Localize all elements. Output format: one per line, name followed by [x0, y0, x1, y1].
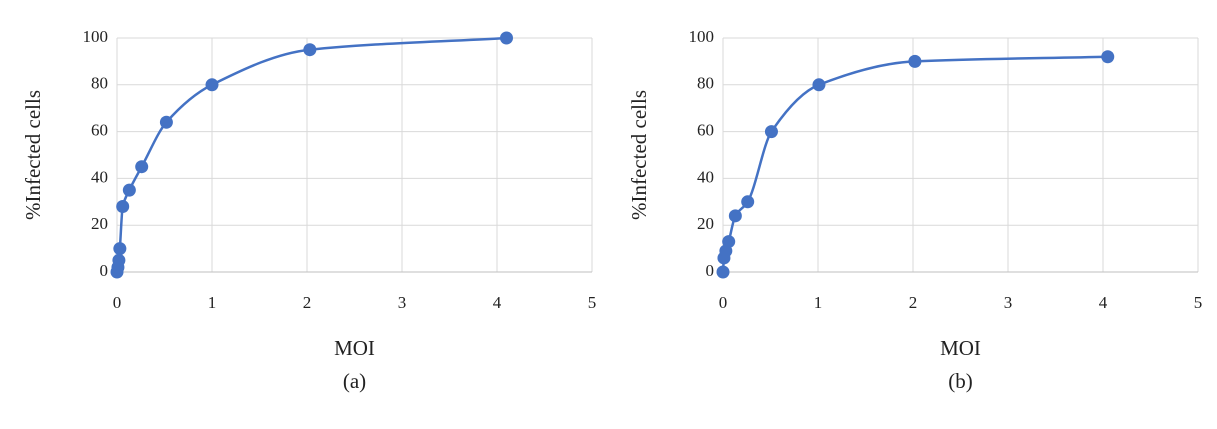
data-point	[113, 242, 127, 256]
data-point	[159, 115, 173, 129]
data-point	[303, 43, 317, 57]
data-point	[1101, 50, 1115, 64]
y-tick-label: 100	[689, 27, 715, 46]
y-tick-label: 60	[91, 121, 108, 140]
x-tick-label: 3	[1004, 293, 1013, 312]
caption: (a)	[343, 369, 366, 393]
y-tick-label: 40	[91, 167, 108, 186]
x-tick-label: 1	[814, 293, 823, 312]
y-tick-label: 0	[100, 261, 109, 280]
data-point	[122, 183, 136, 197]
data-point	[764, 125, 778, 139]
x-tick-label: 5	[588, 293, 597, 312]
x-tick-label: 4	[1099, 293, 1108, 312]
data-point	[112, 253, 126, 267]
series-line	[721, 55, 1108, 273]
caption: (b)	[948, 369, 973, 393]
data-point	[716, 265, 730, 279]
data-point	[741, 195, 755, 209]
x-tick-label: 5	[1194, 293, 1203, 312]
x-axis-label: MOI	[940, 336, 981, 360]
data-point	[500, 31, 513, 45]
data-point	[135, 160, 149, 174]
x-axis-label: MOI	[334, 336, 375, 360]
y-tick-label: 80	[697, 74, 714, 93]
x-tick-label: 3	[398, 293, 407, 312]
data-point	[116, 199, 130, 213]
y-tick-label: 40	[697, 167, 714, 186]
data-point	[205, 78, 219, 92]
y-axis-label: %Infected cells	[21, 90, 45, 220]
data-point	[908, 54, 922, 68]
x-tick-label: 4	[493, 293, 502, 312]
x-tick-label: 2	[303, 293, 312, 312]
y-tick-label: 80	[91, 74, 108, 93]
series-line	[115, 36, 507, 273]
y-tick-label: 60	[697, 121, 714, 140]
data-point	[728, 209, 742, 223]
y-tick-label: 20	[91, 214, 108, 233]
x-tick-label: 0	[113, 293, 122, 312]
y-axis-label: %Infected cells	[627, 90, 651, 220]
data-point	[722, 235, 736, 249]
y-tick-label: 100	[83, 27, 109, 46]
data-point	[812, 78, 826, 92]
x-tick-label: 0	[719, 293, 728, 312]
x-tick-label: 2	[909, 293, 918, 312]
y-tick-label: 20	[697, 214, 714, 233]
x-tick-label: 1	[208, 293, 217, 312]
y-tick-label: 0	[706, 261, 715, 280]
